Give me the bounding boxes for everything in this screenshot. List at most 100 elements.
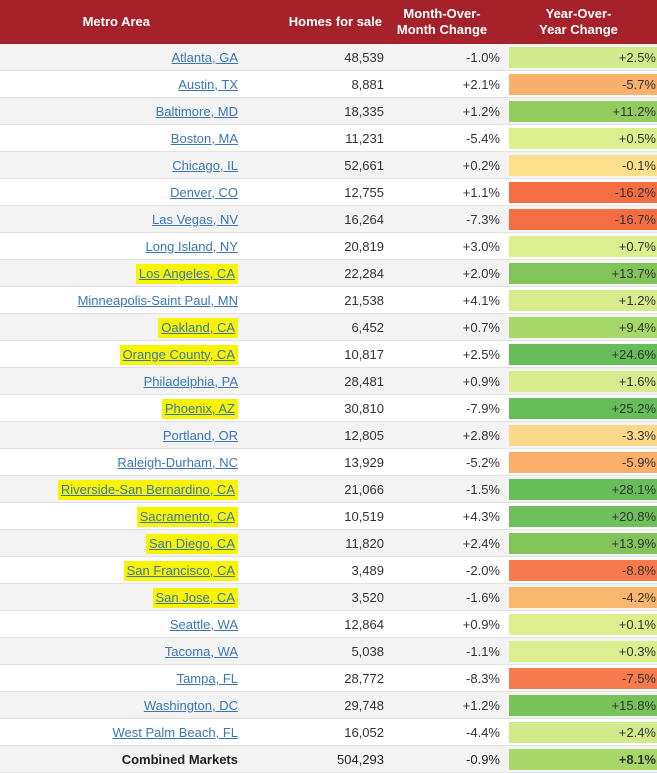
table-row: Tacoma, WA 5,038 -1.1% +0.3% <box>0 637 657 665</box>
homes-for-sale-cell: 12,755 <box>252 178 384 206</box>
header-yoy-line1: Year-Over- <box>545 6 612 21</box>
year-over-year-cell: -0.1% <box>500 151 657 179</box>
metro-link[interactable]: San Jose, CA <box>152 587 238 608</box>
month-over-month-cell: +0.9% <box>384 367 500 395</box>
yoy-value-badge: +0.5% <box>509 127 657 149</box>
yoy-value-badge: -0.1% <box>509 154 657 176</box>
month-over-month-cell: +0.9% <box>384 610 500 638</box>
metro-link[interactable]: Washington, DC <box>143 697 238 713</box>
month-over-month-cell: -7.3% <box>384 205 500 233</box>
table-row: Sacramento, CA 10,519 +4.3% +20.8% <box>0 502 657 530</box>
metro-link[interactable]: West Palm Beach, FL <box>112 724 238 740</box>
year-over-year-cell: +24.6% <box>500 340 657 368</box>
metro-link[interactable]: Orange County, CA <box>119 344 238 365</box>
month-over-month-cell: +0.7% <box>384 313 500 341</box>
year-over-year-cell: +13.7% <box>500 259 657 287</box>
metro-cell: Raleigh-Durham, NC <box>0 448 252 476</box>
table-row: Riverside-San Bernardino, CA 21,066 -1.5% +… <box>0 475 657 503</box>
metro-link[interactable]: Austin, TX <box>178 76 238 92</box>
year-over-year-cell: +1.2% <box>500 286 657 314</box>
table-row: San Diego, CA 11,820 +2.4% +13.9% <box>0 529 657 557</box>
table-row: Tampa, FL 28,772 -8.3% -7.5% <box>0 664 657 692</box>
year-over-year-cell: -4.2% <box>500 583 657 611</box>
year-over-year-cell: +8.1% <box>500 745 657 773</box>
yoy-value-badge: -5.9% <box>509 451 657 473</box>
metro-cell: Tacoma, WA <box>0 637 252 665</box>
month-over-month-cell: +3.0% <box>384 232 500 260</box>
year-over-year-cell: -16.7% <box>500 205 657 233</box>
metro-link[interactable]: Portland, OR <box>162 427 238 443</box>
table-row: Chicago, IL 52,661 +0.2% -0.1% <box>0 151 657 179</box>
month-over-month-cell: +2.1% <box>384 70 500 98</box>
metro-link[interactable]: Raleigh-Durham, NC <box>117 454 238 470</box>
metro-link[interactable]: Seattle, WA <box>169 616 238 632</box>
homes-for-sale-cell: 504,293 <box>252 745 384 773</box>
month-over-month-cell: -5.4% <box>384 124 500 152</box>
metro-link[interactable]: Phoenix, AZ <box>161 398 238 419</box>
metro-cell: Austin, TX <box>0 70 252 98</box>
month-over-month-cell: -8.3% <box>384 664 500 692</box>
homes-for-sale-cell: 22,284 <box>252 259 384 287</box>
year-over-year-cell: +25.2% <box>500 394 657 422</box>
month-over-month-cell: +2.8% <box>384 421 500 449</box>
metro-link[interactable]: San Diego, CA <box>146 533 238 554</box>
month-over-month-cell: +2.5% <box>384 340 500 368</box>
metro-link[interactable]: Sacramento, CA <box>136 506 238 527</box>
metro-link[interactable]: Long Island, NY <box>145 238 238 254</box>
header-mom-line2: Month Change <box>396 22 488 37</box>
homes-for-sale-cell: 11,820 <box>252 529 384 557</box>
metro-link[interactable]: Riverside-San Bernardino, CA <box>57 479 238 500</box>
metro-cell: West Palm Beach, FL <box>0 718 252 746</box>
table-row: Los Angeles, CA 22,284 +2.0% +13.7% <box>0 259 657 287</box>
metro-link[interactable]: Las Vegas, NV <box>152 211 238 227</box>
metro-cell: Washington, DC <box>0 691 252 719</box>
homes-for-sale-cell: 6,452 <box>252 313 384 341</box>
metro-cell: San Jose, CA <box>0 583 252 611</box>
month-over-month-cell: +1.1% <box>384 178 500 206</box>
month-over-month-cell: -0.9% <box>384 745 500 773</box>
yoy-value-badge: +25.2% <box>509 397 657 419</box>
yoy-value-badge: +1.6% <box>509 370 657 392</box>
table-body: Atlanta, GA 48,539 -1.0% +2.5% Austin, TX 8,8… <box>0 44 657 773</box>
header-metro-area: Metro Area <box>0 0 252 44</box>
homes-for-sale-cell: 20,819 <box>252 232 384 260</box>
metro-link[interactable]: Minneapolis-Saint Paul, MN <box>77 292 238 308</box>
metro-link[interactable]: Los Angeles, CA <box>135 263 238 284</box>
metro-cell: Long Island, NY <box>0 232 252 260</box>
metro-link[interactable]: Philadelphia, PA <box>143 373 238 389</box>
metro-cell: Philadelphia, PA <box>0 367 252 395</box>
metro-link[interactable]: Chicago, IL <box>172 157 238 173</box>
metro-link[interactable]: Atlanta, GA <box>171 49 238 65</box>
month-over-month-cell: +0.2% <box>384 151 500 179</box>
metro-link[interactable]: Oakland, CA <box>158 317 238 338</box>
metro-link[interactable]: Baltimore, MD <box>155 103 238 119</box>
table-row: Denver, CO 12,755 +1.1% -16.2% <box>0 178 657 206</box>
yoy-value-badge: +13.9% <box>509 532 657 554</box>
metro-cell: Oakland, CA <box>0 313 252 341</box>
metro-link[interactable]: Boston, MA <box>170 130 238 146</box>
yoy-value-badge: -4.2% <box>509 586 657 608</box>
metro-link[interactable]: Denver, CO <box>170 184 238 200</box>
table-row: Raleigh-Durham, NC 13,929 -5.2% -5.9% <box>0 448 657 476</box>
month-over-month-cell: -2.0% <box>384 556 500 584</box>
year-over-year-cell: +0.5% <box>500 124 657 152</box>
yoy-value-badge: +20.8% <box>509 505 657 527</box>
metro-cell: Denver, CO <box>0 178 252 206</box>
homes-for-sale-cell: 16,264 <box>252 205 384 233</box>
homes-for-sale-cell: 3,520 <box>252 583 384 611</box>
metro-cell: Baltimore, MD <box>0 97 252 125</box>
yoy-value-badge: +15.8% <box>509 694 657 716</box>
year-over-year-cell: +2.4% <box>500 718 657 746</box>
table-row: Minneapolis-Saint Paul, MN 21,538 +4.1% +1.… <box>0 286 657 314</box>
table-row: Philadelphia, PA 28,481 +0.9% +1.6% <box>0 367 657 395</box>
header-row: Metro Area Homes for sale Month-Over- Mo… <box>0 0 657 44</box>
homes-for-sale-cell: 10,817 <box>252 340 384 368</box>
metro-link[interactable]: Tampa, FL <box>176 670 238 686</box>
month-over-month-cell: +1.2% <box>384 97 500 125</box>
metro-link[interactable]: Tacoma, WA <box>164 643 238 659</box>
table-row: San Jose, CA 3,520 -1.6% -4.2% <box>0 583 657 611</box>
metro-cell: Combined Markets <box>0 745 252 773</box>
yoy-value-badge: +28.1% <box>509 478 657 500</box>
month-over-month-cell: -1.6% <box>384 583 500 611</box>
metro-link[interactable]: San Francisco, CA <box>123 560 238 581</box>
